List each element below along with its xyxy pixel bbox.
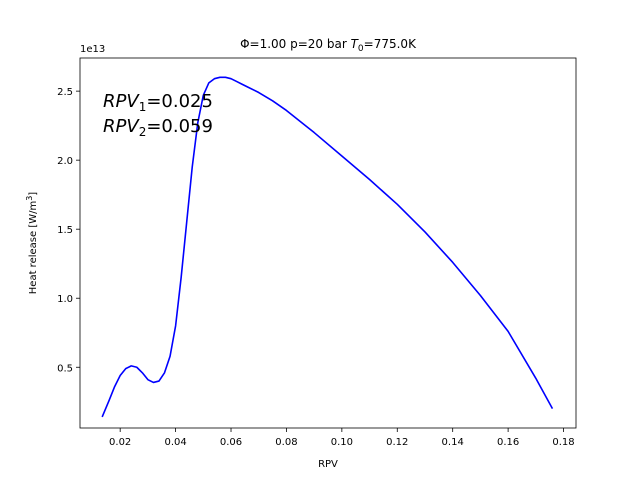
- x-tick-label: 0.16: [497, 437, 519, 448]
- series-line-0: [101, 76, 554, 418]
- x-axis-label: RPV: [318, 459, 338, 470]
- x-tick-label: 0.02: [109, 437, 131, 448]
- x-tick-label: 0.14: [442, 437, 464, 448]
- x-tick-label: 0.08: [275, 437, 297, 448]
- x-tick-label: 0.10: [331, 437, 353, 448]
- annotation-rpv1: RPV1=0.025: [103, 91, 213, 114]
- y-offset-text: 1e13: [80, 44, 105, 55]
- plot-area: 0.02 0.04 0.06 0.08 0.10 0.12 0.14 0.16 0.18 0.5 1…: [57, 57, 577, 448]
- x-tick-label: 0.18: [552, 437, 574, 448]
- y-tick-label: 1.5: [57, 225, 73, 236]
- x-tick-label: 0.12: [386, 437, 408, 448]
- y-tick-label: 2.0: [57, 156, 73, 167]
- annotation-rpv2: RPV2=0.059: [103, 116, 213, 139]
- y-tick-label: 0.5: [57, 363, 73, 374]
- chart-title: Φ=1.00 p=20 bar T0=775.0K: [240, 37, 417, 54]
- x-tick-label: 0.06: [220, 437, 242, 448]
- y-tick-label: 2.5: [57, 87, 73, 98]
- axes-frame: [79, 57, 577, 429]
- y-axis-label: Heat release [W/m3]: [25, 192, 39, 295]
- y-tick-label: 1.0: [57, 294, 73, 305]
- x-tick-label: 0.04: [164, 437, 186, 448]
